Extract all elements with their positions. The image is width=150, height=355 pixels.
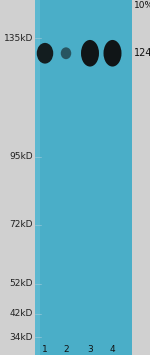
Ellipse shape: [81, 40, 99, 66]
Text: 34kD: 34kD: [9, 333, 33, 342]
Text: 72kD: 72kD: [9, 220, 33, 229]
Text: 95kD: 95kD: [9, 152, 33, 161]
Text: 124kD: 124kD: [134, 48, 150, 58]
Text: 4: 4: [110, 345, 115, 354]
Ellipse shape: [37, 43, 53, 64]
Text: 10%GEL: 10%GEL: [134, 1, 150, 11]
Ellipse shape: [61, 47, 71, 59]
Text: 2: 2: [63, 345, 69, 354]
Text: 52kD: 52kD: [9, 279, 33, 289]
Ellipse shape: [103, 40, 122, 66]
Bar: [35, 0, 132, 355]
Text: 135kD: 135kD: [4, 34, 33, 43]
Text: 3: 3: [87, 345, 93, 354]
Text: 42kD: 42kD: [10, 309, 33, 318]
Bar: [35, 0, 40, 355]
Text: 1: 1: [42, 345, 48, 354]
